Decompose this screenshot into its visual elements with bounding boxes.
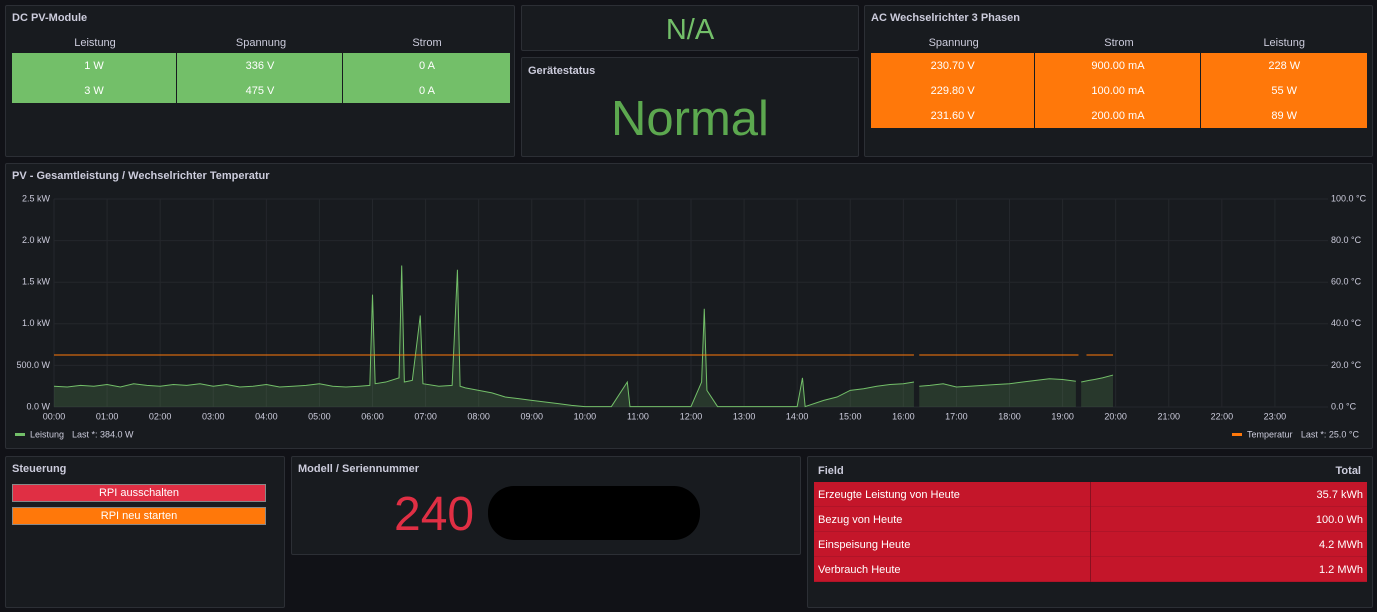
table-cell: Bezug von Heute [818,513,903,526]
column-header: Spannung [928,37,979,49]
y2-tick-label: 100.0 °C [1331,193,1367,203]
y2-tick-label: 60.0 °C [1331,277,1362,287]
table-cell: Einspeisung Heute [818,538,911,551]
x-tick-label: 22:00 [1211,411,1234,421]
panel-title: Steuerung [12,463,67,475]
y2-tick-label: 80.0 °C [1331,235,1362,245]
x-tick-label: 02:00 [149,411,172,421]
stat-value: Normal [611,92,769,146]
button[interactable]: RPI neu starten [12,507,266,525]
table-body [12,53,510,103]
panel-title: Modell / Seriennummer [298,463,420,475]
table-cell: Erzeugte Leistung von Heute [818,488,960,501]
na-panel: N/A [521,5,859,51]
x-tick-label: 09:00 [520,411,543,421]
y2-tick-label: 20.0 °C [1331,360,1362,370]
column-header: Spannung [235,37,287,49]
column-header: Total [1335,465,1361,477]
panel-title: AC Wechselrichter 3 Phasen [871,12,1020,24]
panel-title: Gerätestatus [528,65,596,77]
x-tick-label: 14:00 [786,411,809,421]
y-tick-label: 1.0 kW [22,318,51,328]
table-cell: 0 A [419,59,435,72]
y-tick-label: 2.0 kW [22,235,51,245]
y2-tick-label: 40.0 °C [1331,318,1362,328]
x-tick-label: 13:00 [733,411,756,421]
table-cell: 35.7 kWh [1090,482,1363,507]
table-cell: 228 W [1268,59,1301,72]
x-tick-label: 19:00 [1051,411,1074,421]
column-header: Strom [1104,37,1134,49]
x-tick-label: 10:00 [574,411,597,421]
table-cell: 0 A [419,84,435,97]
panel-title: DC PV-Module [12,12,88,24]
table-cell: 900.00 mA [1036,53,1201,78]
table-cell: 100.00 mA [1036,78,1201,103]
stat-value: N/A [665,14,715,46]
table-cell: 475 V [178,78,343,103]
x-tick-label: 04:00 [255,411,278,421]
table-cell: 3 W [12,78,177,103]
table-cell: 1.2 MWh [1090,557,1363,582]
x-tick-label: 06:00 [361,411,384,421]
table-cell: 1 W [12,53,177,78]
legend-stat: Last *: 384.0 W [72,429,134,439]
y-tick-label: 1.5 kW [22,277,51,287]
table-cell: 100.0 Wh [1090,507,1363,532]
table-cell: 229.80 V [871,78,1036,103]
table-cell: 336 V [178,53,343,78]
x-tick-label: 05:00 [308,411,331,421]
legend-swatch [15,433,25,436]
legend-label: Leistung [30,429,64,439]
x-tick-label: 17:00 [945,411,968,421]
x-tick-label: 07:00 [414,411,437,421]
y-tick-label: 2.5 kW [22,193,51,203]
column-header: Leistung [74,37,116,49]
x-tick-label: 20:00 [1104,411,1127,421]
column-header: Strom [412,37,442,49]
y-tick-label: 500.0 W [16,360,50,370]
x-tick-label: 00:00 [43,411,66,421]
x-tick-label: 11:00 [627,411,649,421]
chart: PV - Gesamtleistung / Wechselrichter Tem… [12,170,1367,439]
column-header: Leistung [1263,37,1306,49]
y-tick-label: 0.0 W [26,401,50,411]
series-line [53,265,1114,408]
x-tick-label: 03:00 [202,411,225,421]
chart-panel: PV - Gesamtleistung / Wechselrichter Tem… [5,163,1373,449]
x-tick-label: 23:00 [1264,411,1287,421]
y2-tick-label: 0.0 °C [1331,401,1357,411]
table-cell: 200.00 mA [1036,103,1201,128]
table-cell: 55 W [1271,84,1298,97]
stat-value: 240 [394,488,475,541]
x-tick-label: 12:00 [680,411,703,421]
status-panel: Gerätestatus Normal [521,57,859,157]
x-tick-label: 15:00 [839,411,862,421]
table-cell: Verbrauch Heute [818,563,901,576]
redaction [488,486,700,540]
control-panel: Steuerung [5,456,285,608]
x-tick-label: 01:00 [96,411,119,421]
table-body [871,53,1367,128]
chart-title: PV - Gesamtleistung / Wechselrichter Tem… [12,170,270,182]
x-tick-label: 08:00 [467,411,490,421]
model-panel: Modell / Seriennummer 240 [291,456,801,555]
x-tick-label: 21:00 [1157,411,1180,421]
series-area [54,265,1114,407]
table-cell: 89 W [1271,109,1298,122]
x-tick-label: 18:00 [998,411,1021,421]
table-cell: 4.2 MWh [1090,532,1363,557]
table-cell: 230.70 V [871,53,1036,78]
table-cell: 231.60 V [871,103,1036,128]
legend-stat: Last *: 25.0 °C [1301,429,1360,439]
legend-label: Temperatur [1247,429,1293,439]
column-header: Field [818,465,844,477]
legend-swatch [1232,433,1242,436]
x-tick-label: 16:00 [892,411,915,421]
button[interactable]: RPI ausschalten [12,484,266,502]
